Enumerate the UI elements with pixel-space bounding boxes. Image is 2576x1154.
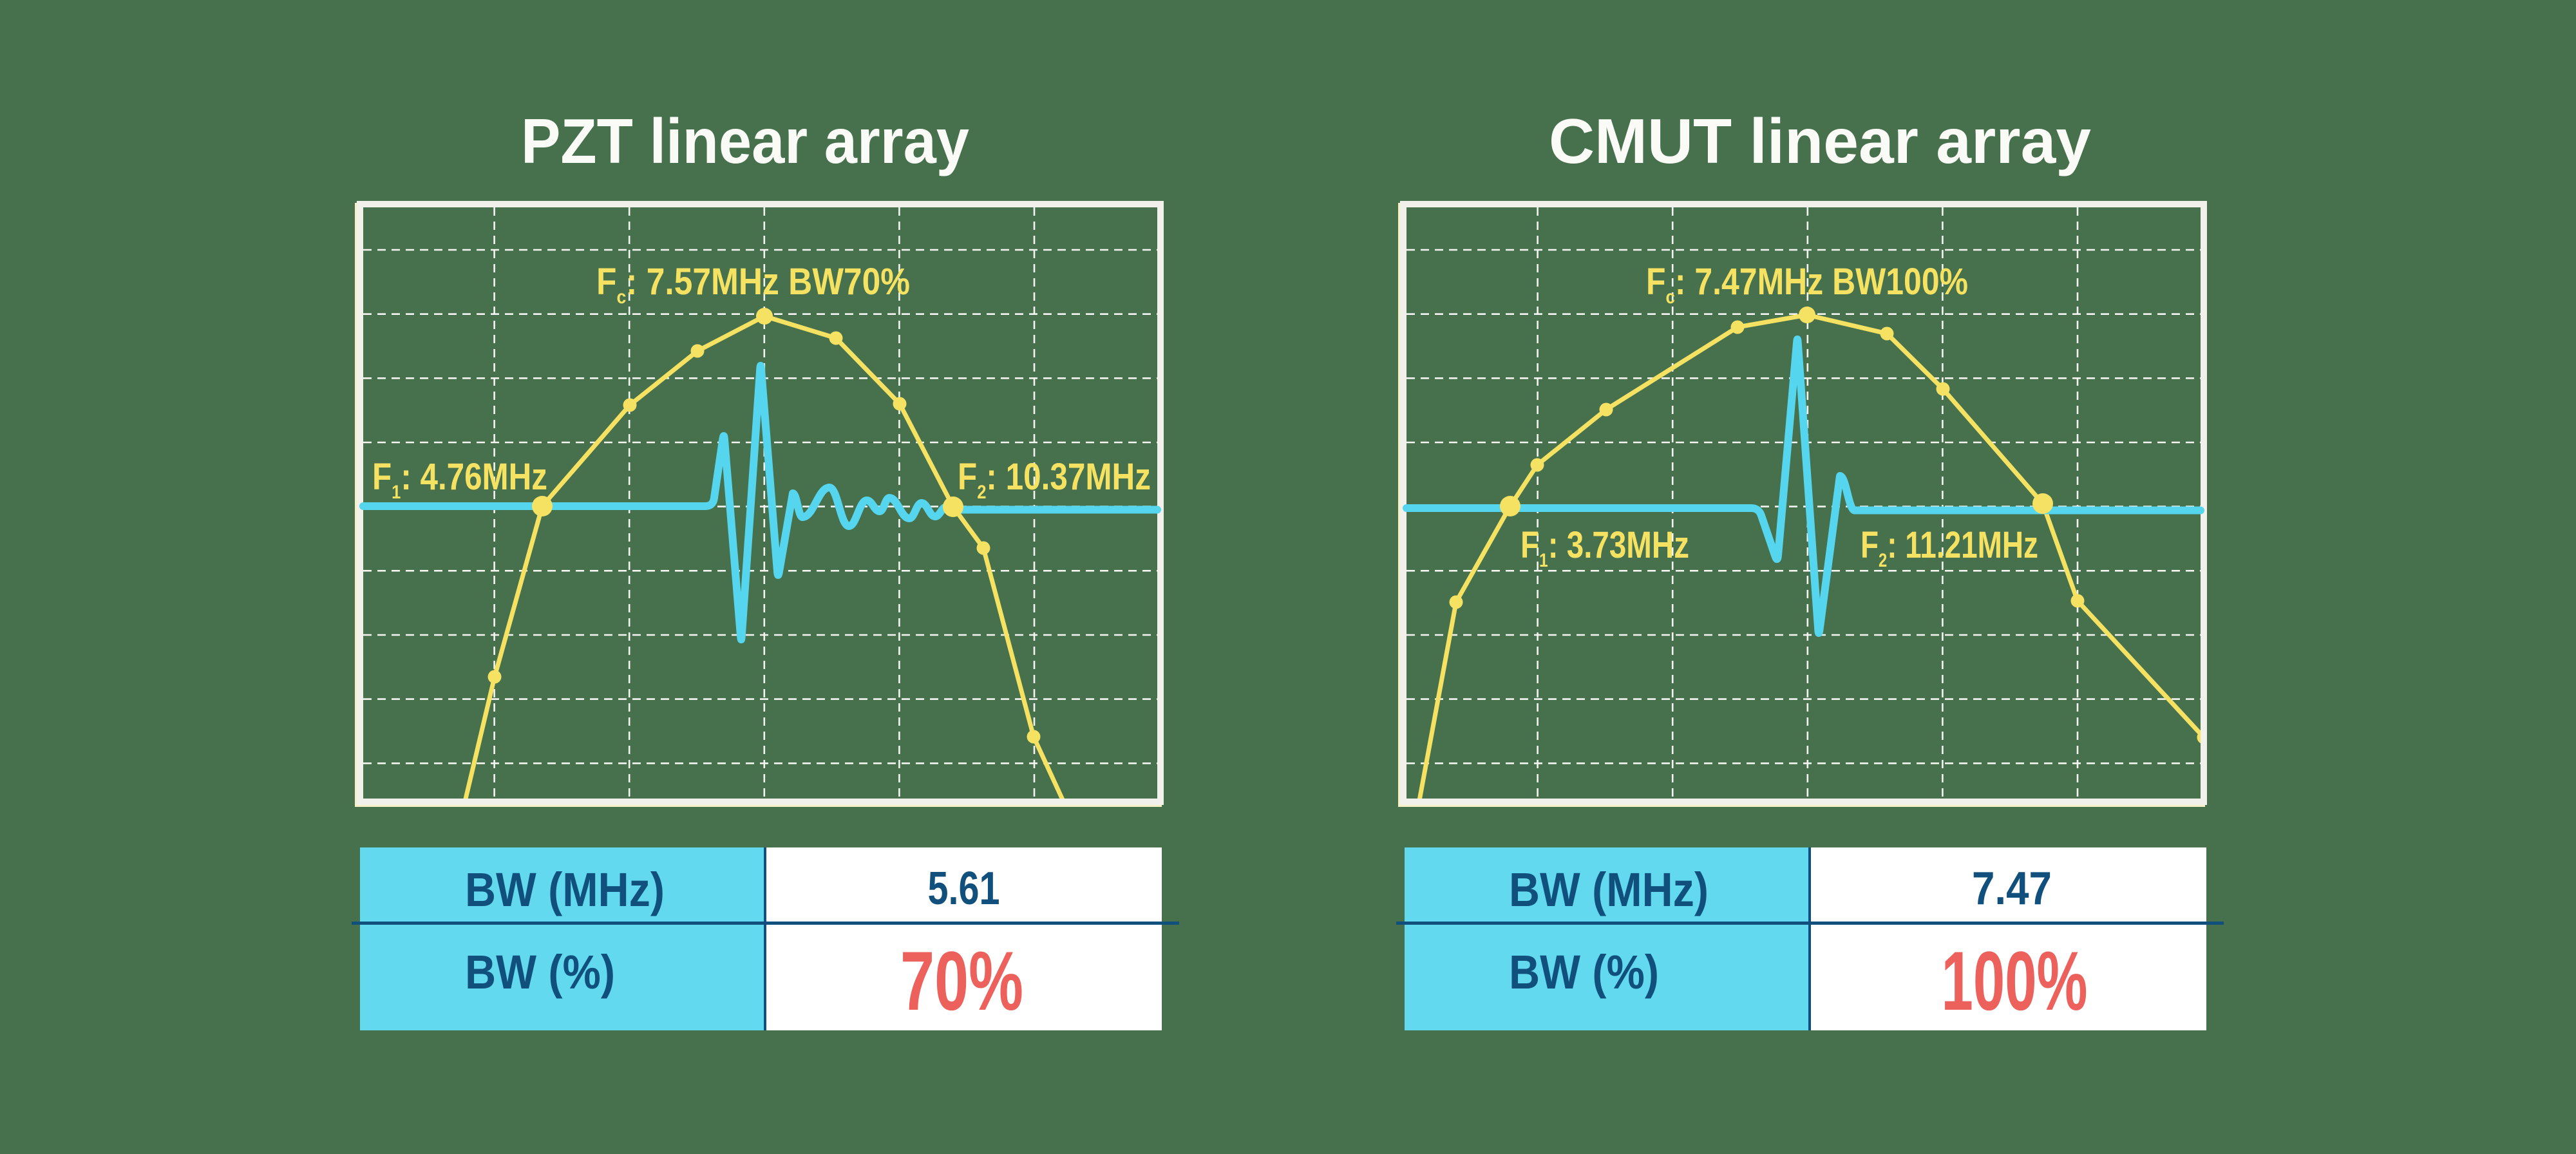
- svg-text:Fc: 7.57MHz BW70%: Fc: 7.57MHz BW70%: [596, 261, 910, 308]
- svg-text:100%: 100%: [1942, 934, 2088, 1028]
- svg-text:Fc: 7.47MHz BW100%: Fc: 7.47MHz BW100%: [1646, 261, 1968, 308]
- svg-text:BW (%): BW (%): [465, 945, 615, 999]
- svg-text:F1: 4.76MHz: F1: 4.76MHz: [372, 456, 547, 503]
- svg-text:5.61: 5.61: [928, 863, 1000, 914]
- svg-text:7.47: 7.47: [1972, 863, 2052, 914]
- svg-text:BW (MHz): BW (MHz): [1509, 863, 1709, 916]
- svg-text:BW (MHz): BW (MHz): [465, 863, 665, 916]
- svg-text:F1: 3.73MHz: F1: 3.73MHz: [1520, 524, 1689, 571]
- svg-text:CMUT linear array: CMUT linear array: [1549, 106, 2091, 176]
- svg-text:PZT linear array: PZT linear array: [521, 106, 969, 176]
- svg-text:70%: 70%: [900, 934, 1023, 1028]
- svg-text:F2: 11.21MHz: F2: 11.21MHz: [1861, 524, 2038, 571]
- svg-text:BW (%): BW (%): [1509, 945, 1659, 999]
- svg-text:F2: 10.37MHz: F2: 10.37MHz: [958, 456, 1151, 503]
